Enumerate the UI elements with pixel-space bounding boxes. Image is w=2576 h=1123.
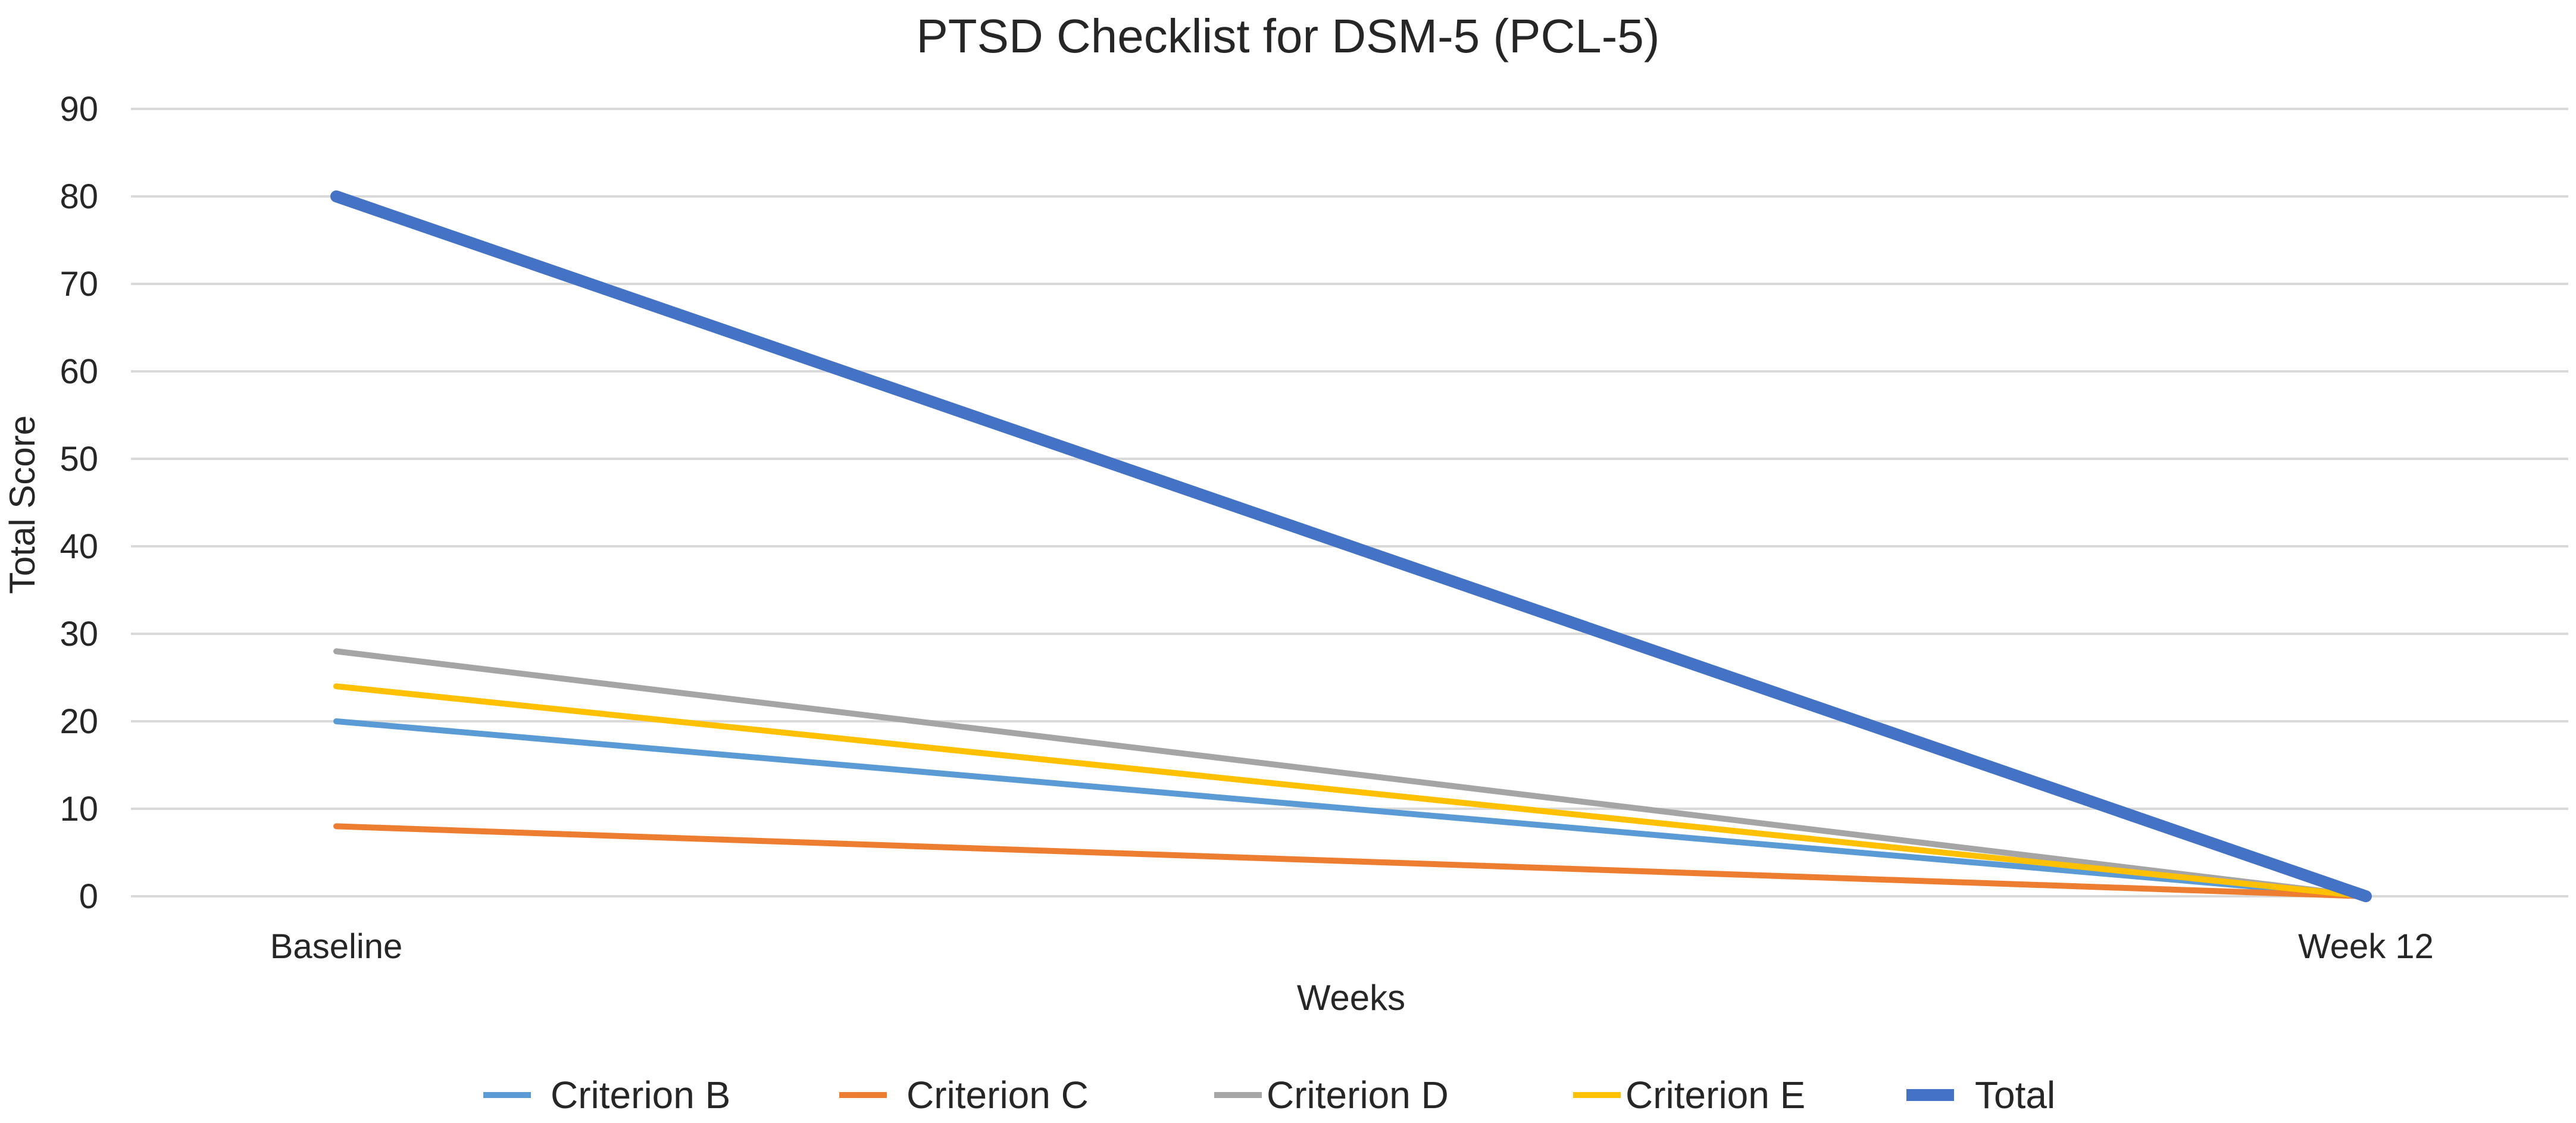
legend-label: Criterion B bbox=[551, 1074, 730, 1116]
series-line-criterion-c bbox=[333, 823, 2369, 899]
y-tick-label: 20 bbox=[60, 702, 98, 741]
legend-label: Criterion C bbox=[906, 1074, 1089, 1116]
series-line-criterion-b bbox=[333, 718, 2369, 899]
y-tick-label: 70 bbox=[60, 265, 98, 304]
y-tick-label: 60 bbox=[60, 352, 98, 391]
series-line-total bbox=[330, 190, 2372, 902]
y-tick-label: 40 bbox=[60, 527, 98, 566]
legend-label: Criterion E bbox=[1625, 1074, 1805, 1116]
legend-label: Total bbox=[1975, 1074, 2055, 1116]
y-tick-label: 0 bbox=[79, 877, 98, 916]
series-lines bbox=[330, 190, 2372, 902]
x-tick-label: Week 12 bbox=[2298, 927, 2434, 966]
y-tick-label: 30 bbox=[60, 615, 98, 653]
legend-label: Criterion D bbox=[1267, 1074, 1449, 1116]
x-tick-label: Baseline bbox=[270, 927, 402, 966]
y-tick-label: 80 bbox=[60, 177, 98, 216]
y-tick-label: 90 bbox=[60, 90, 98, 129]
gridlines bbox=[131, 108, 2568, 897]
series-line-criterion-e bbox=[333, 683, 2369, 899]
y-tick-label: 50 bbox=[60, 440, 98, 478]
x-axis-label: Weeks bbox=[1297, 978, 1405, 1018]
y-tick-label: 10 bbox=[60, 790, 98, 828]
series-line-criterion-d bbox=[333, 648, 2369, 899]
chart-title: PTSD Checklist for DSM-5 (PCL-5) bbox=[916, 10, 1659, 62]
y-axis-ticks: 0 10 20 30 40 50 60 70 80 90 bbox=[60, 90, 98, 916]
legend: Criterion B Criterion C Criterion D Criteri… bbox=[483, 1074, 2055, 1116]
y-axis-label: Total Score bbox=[2, 415, 42, 594]
x-axis-ticks: Baseline Week 12 bbox=[270, 927, 2434, 966]
